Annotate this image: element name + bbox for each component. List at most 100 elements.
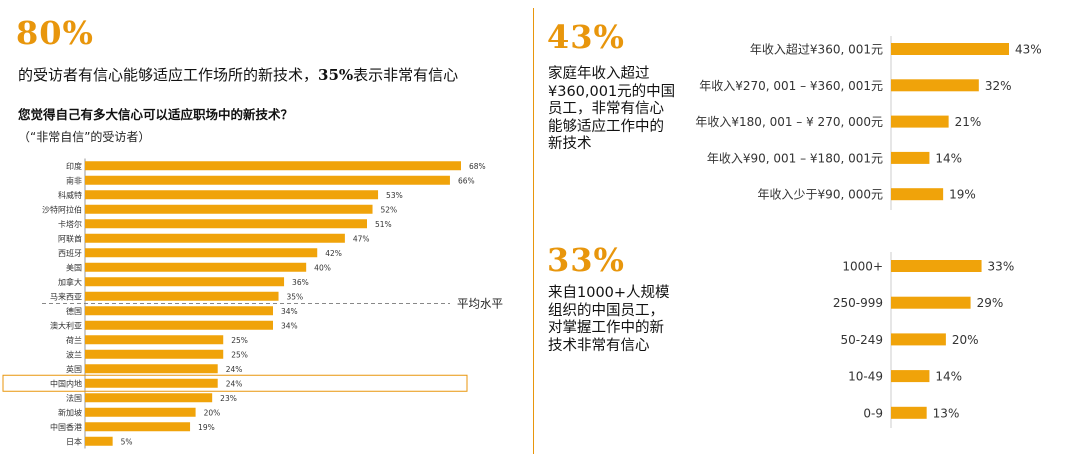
country-value-label: 36% <box>292 278 309 287</box>
country-bar <box>85 204 373 214</box>
income-label: 年收入¥180, 001 – ¥ 270, 000元 <box>695 115 883 129</box>
country-value-label: 68% <box>469 162 486 171</box>
country-value-label: 35% <box>287 292 304 301</box>
income-description: 家庭年收入超过¥360,001元的中国员工，非常有信心能够适应工作中的新技术 <box>548 66 676 152</box>
country-bar <box>85 306 273 316</box>
country-label: 中国内地 <box>50 378 82 388</box>
country-bar <box>85 320 273 330</box>
income-label: 年收入¥270, 001 – ¥360, 001元 <box>699 79 883 93</box>
country-value-label: 34% <box>281 307 298 316</box>
income-value-label: 14% <box>935 151 962 165</box>
country-bar <box>85 262 307 272</box>
income-value-label: 21% <box>955 115 982 129</box>
survey-subquestion: （“非常自信”的受访者） <box>18 130 151 144</box>
country-label: 波兰 <box>66 349 82 359</box>
country-bar <box>85 349 224 359</box>
country-label: 中国香港 <box>50 422 82 432</box>
company-description: 来自1000+人规模组织的中国员工，对掌握工作中的新技术非常有信心 <box>548 285 670 354</box>
country-value-label: 47% <box>353 234 370 243</box>
country-value-label: 20% <box>204 408 221 417</box>
country-bar <box>85 248 318 258</box>
country-bar <box>85 364 218 374</box>
company-bar <box>891 260 982 272</box>
country-label: 科威特 <box>58 190 82 200</box>
country-bar <box>85 161 461 171</box>
stat-33-percent: 33% <box>547 241 625 279</box>
headline: 的受访者有信心能够适应工作场所的新技术，35%表示非常有信心 <box>18 64 458 85</box>
income-label: 年收入少于¥90, 000元 <box>758 188 883 202</box>
country-bar <box>85 378 218 388</box>
country-bar <box>85 335 224 345</box>
income-value-label: 19% <box>949 188 976 202</box>
country-label: 沙特阿拉伯 <box>42 204 82 214</box>
country-value-label: 52% <box>381 205 398 214</box>
company-label: 10-49 <box>848 370 883 384</box>
country-label: 西班牙 <box>58 248 82 258</box>
country-value-label: 66% <box>458 176 475 185</box>
country-label: 卡塔尔 <box>58 219 82 229</box>
country-bar <box>85 219 367 229</box>
country-label: 印度 <box>66 161 82 171</box>
country-value-label: 24% <box>226 379 243 388</box>
country-label: 澳大利亚 <box>50 320 82 330</box>
country-value-label: 40% <box>314 263 331 272</box>
country-label: 阿联酋 <box>58 233 82 243</box>
country-bar <box>85 393 213 403</box>
company-label: 50-249 <box>840 333 883 347</box>
country-label: 法国 <box>66 393 82 403</box>
country-label: 英国 <box>66 364 82 374</box>
headline-bold-stat: 35% <box>318 66 354 84</box>
company-label: 250-999 <box>833 296 883 310</box>
income-bar <box>891 115 949 128</box>
company-value-label: 20% <box>952 333 979 347</box>
stat-80-percent: 80% <box>16 14 94 52</box>
company-bar <box>891 333 946 346</box>
country-bar <box>85 190 379 200</box>
country-label: 南非 <box>66 175 82 185</box>
company-label: 1000+ <box>842 260 883 274</box>
country-bar <box>85 175 450 185</box>
country-value-label: 23% <box>220 394 237 403</box>
country-bar <box>85 291 279 301</box>
income-label: 年收入¥90, 001 – ¥180, 001元 <box>707 151 883 165</box>
country-value-label: 25% <box>231 350 248 359</box>
vertical-divider <box>533 8 534 454</box>
headline-part1: 的受访者有信心能够适应工作场所的新技术， <box>18 66 319 84</box>
income-label: 年收入超过¥360, 001元 <box>750 42 883 57</box>
company-bar <box>891 406 927 419</box>
country-label: 加拿大 <box>58 277 82 287</box>
stat-43-percent: 43% <box>547 18 625 56</box>
country-label: 马来西亚 <box>50 292 82 301</box>
company-value-label: 29% <box>977 296 1004 310</box>
country-label: 荷兰 <box>66 335 82 345</box>
income-value-label: 32% <box>985 79 1012 93</box>
country-bar <box>85 422 191 432</box>
country-value-label: 34% <box>281 321 298 330</box>
country-label: 日本 <box>66 436 82 446</box>
country-value-label: 25% <box>231 336 248 345</box>
country-bar <box>85 233 345 243</box>
country-label: 美国 <box>66 262 82 272</box>
country-bar <box>85 277 285 287</box>
country-value-label: 53% <box>386 191 403 200</box>
company-label: 0-9 <box>863 406 883 420</box>
country-bar <box>85 407 196 417</box>
headline-part2: 表示非常有信心 <box>353 66 459 84</box>
company-value-label: 33% <box>988 260 1015 274</box>
company-bar <box>891 296 971 309</box>
income-bar <box>891 188 944 201</box>
country-label: 德国 <box>66 306 82 316</box>
country-bar <box>85 436 113 446</box>
survey-question: 您觉得自己有多大信心可以适应职场中的新技术？ <box>18 107 294 122</box>
income-bar <box>891 151 930 164</box>
country-label: 新加坡 <box>58 407 82 417</box>
highlight-box <box>2 374 468 392</box>
country-value-label: 24% <box>226 365 243 374</box>
country-value-label: 51% <box>375 220 392 229</box>
country-value-label: 19% <box>198 423 215 432</box>
income-bar <box>891 79 979 92</box>
average-label: 平均水平 <box>457 297 503 311</box>
income-value-label: 43% <box>1015 43 1042 57</box>
country-value-label: 5% <box>121 437 133 446</box>
